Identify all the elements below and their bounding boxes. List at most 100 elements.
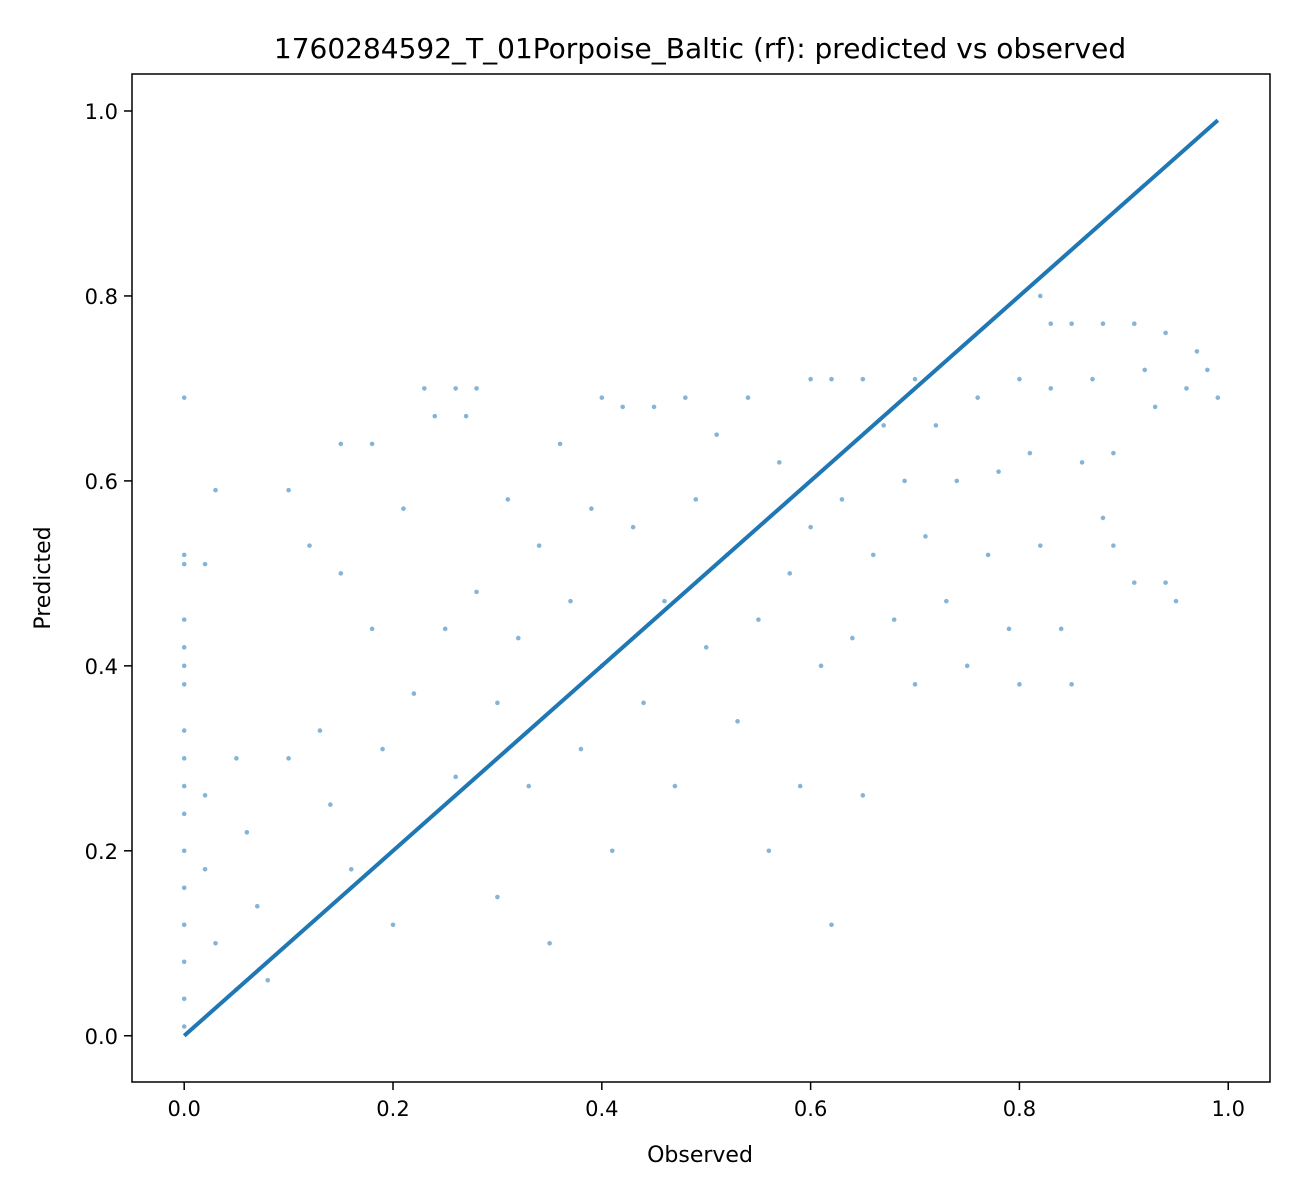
scatter-point [1048, 386, 1054, 391]
scatter-point [1038, 293, 1043, 299]
scatter-point [1173, 598, 1179, 604]
scatter-point [1079, 460, 1085, 465]
scatter-point [860, 376, 866, 382]
y-tick-label: 0.8 [85, 285, 118, 309]
scatter-point [338, 441, 344, 447]
scatter-point [474, 386, 479, 391]
y-axis-label: Predicted [31, 526, 56, 629]
scatter-point [589, 506, 594, 511]
scatter-point [380, 746, 385, 752]
scatter-point [735, 719, 740, 724]
scatter-point [860, 793, 866, 798]
scatter-point [599, 395, 605, 400]
scatter-point [202, 867, 208, 872]
scatter-point [286, 756, 291, 761]
scatter-point [641, 700, 646, 706]
scatter-point [526, 783, 532, 789]
scatter-point [1194, 349, 1200, 354]
scatter-point [1131, 580, 1137, 585]
scatter-point [1027, 450, 1033, 456]
scatter-point [714, 432, 719, 437]
scatter-point [213, 487, 218, 493]
scatter-point [181, 645, 187, 650]
scatter-point [181, 996, 187, 1002]
scatter-point [515, 635, 521, 641]
scatter-point [536, 543, 542, 548]
y-tick-label: 0.0 [85, 1025, 118, 1049]
scatter-point [463, 413, 469, 419]
x-tick-label: 0.8 [1003, 1097, 1036, 1121]
scatter-point [432, 413, 438, 419]
scatter-point [181, 682, 187, 687]
scatter-point [1100, 515, 1106, 521]
scatter-point [777, 460, 782, 465]
scatter-point [307, 543, 312, 548]
scatter-point [442, 626, 448, 632]
scatter-point [1163, 580, 1168, 585]
scatter-point [265, 977, 271, 983]
scatter-point [1111, 450, 1116, 456]
scatter-point [578, 746, 584, 752]
y-tick-label: 0.2 [85, 840, 118, 864]
scatter-point [1090, 376, 1095, 382]
scatter-point [181, 959, 187, 965]
scatter-point [630, 524, 636, 530]
scatter-point [881, 423, 887, 428]
scatter-point [411, 691, 417, 696]
scatter-point [181, 811, 187, 817]
scatter-point [348, 867, 354, 872]
scatter-point [1111, 543, 1116, 548]
scatter-point [547, 940, 552, 946]
scatter-point [254, 903, 260, 909]
scatter-point [181, 1024, 187, 1029]
scatter-point [202, 561, 208, 567]
scatter-point [328, 802, 333, 807]
scatter-point [1017, 682, 1022, 687]
scatter-point [181, 783, 187, 789]
scatter-point [181, 663, 187, 669]
scatter-point [996, 469, 1001, 474]
scatter-point [756, 617, 761, 622]
scatter-point [181, 728, 187, 733]
scatter-point [797, 783, 803, 789]
plot-frame [131, 73, 1271, 1083]
scatter-point [1215, 395, 1221, 400]
scatter-point [1205, 367, 1210, 373]
scatter-point [1142, 367, 1148, 373]
x-tick-label: 0.0 [167, 1097, 200, 1121]
scatter-point [933, 423, 939, 428]
scatter-point [181, 561, 187, 567]
scatter-point [1069, 321, 1074, 326]
y-tick-label: 0.6 [85, 470, 118, 494]
scatter-point [234, 756, 239, 761]
scatter-point [202, 793, 208, 798]
scatter-point [870, 552, 876, 558]
scatter-point [1152, 404, 1158, 410]
scatter-point [317, 728, 323, 733]
x-tick-label: 0.6 [794, 1097, 827, 1121]
y-axis-ticks: 0.0 0.2 0.4 0.6 0.8 1.0 [85, 100, 132, 1049]
scatter-point [975, 395, 980, 400]
scatter-point [829, 922, 834, 928]
identity-line-layer [182, 118, 1220, 1038]
scatter-point [912, 376, 918, 382]
x-tick-label: 0.2 [376, 1097, 409, 1121]
scatter-point [495, 894, 500, 900]
scatter-point [703, 645, 709, 650]
x-tick-label: 0.4 [585, 1097, 618, 1121]
identity-line [182, 118, 1220, 1038]
scatter-point [369, 626, 375, 632]
scatter-point [1131, 321, 1137, 326]
scatter-point [1048, 321, 1054, 326]
scatter-point [181, 617, 187, 622]
chart-title: 1760284592_T_01Porpoise_Baltic (rf): pre… [274, 32, 1126, 65]
scatter-point [964, 663, 970, 669]
scatter-point [568, 598, 573, 604]
x-axis-label: Observed [647, 1143, 753, 1168]
scatter-point [338, 571, 344, 576]
scatter-point [1058, 626, 1064, 632]
scatter-point [808, 376, 813, 382]
scatter-point [985, 552, 991, 558]
scatter-point [495, 700, 500, 706]
